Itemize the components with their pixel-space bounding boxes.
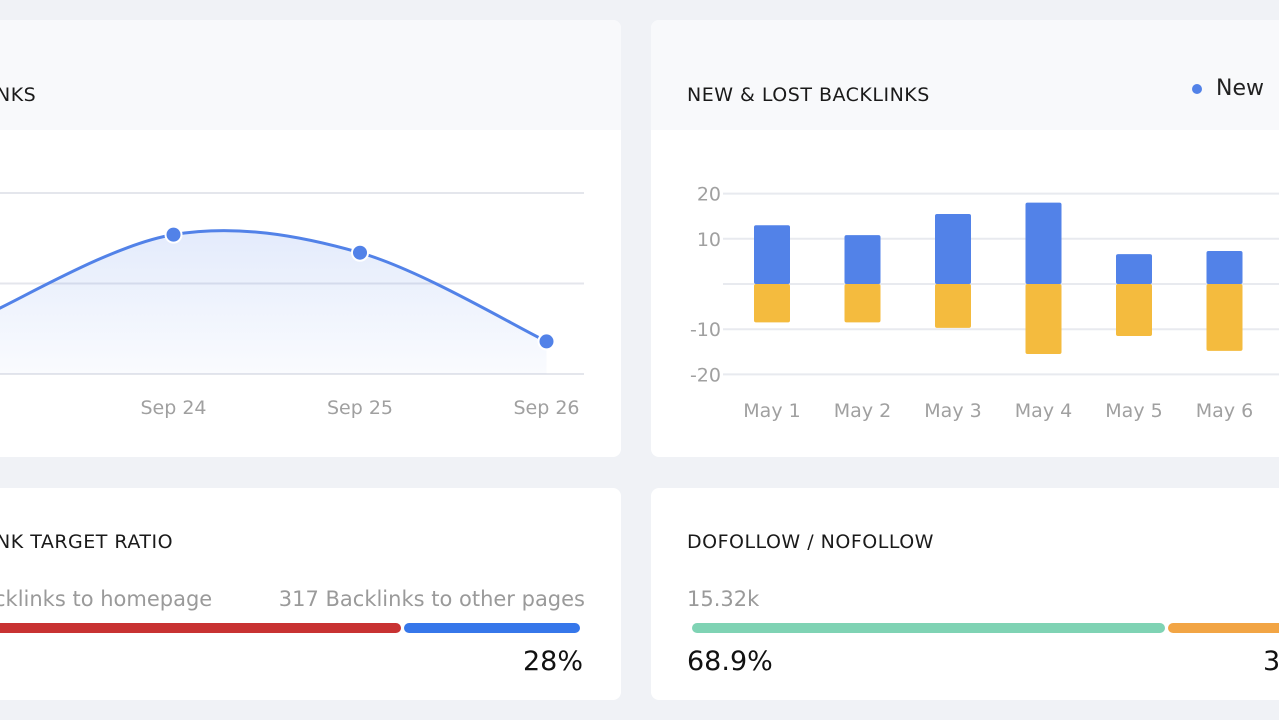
- homepage-backlinks-label: cklinks to homepage: [0, 587, 213, 611]
- y-tick-label: -10: [690, 319, 721, 341]
- card-header: [651, 20, 1279, 130]
- series-line: [0, 229, 548, 343]
- y-tick-label: 10: [697, 229, 721, 251]
- x-tick-label: May 5: [1105, 400, 1162, 422]
- x-tick-label: Sep 25: [327, 397, 393, 419]
- y-tick-label: 20: [697, 184, 721, 206]
- new-lost-backlinks-card: NEW & LOST BACKLINKS New 20 10 -10 -20 May 1…: [651, 20, 1279, 457]
- area-fill: [0, 230, 547, 374]
- bar-new: [1206, 251, 1243, 284]
- bar-lost: [844, 284, 881, 323]
- card-title: NEW & LOST BACKLINKS: [687, 84, 930, 106]
- x-tick-label: Sep 24: [140, 397, 206, 419]
- dofollow-bar: [692, 623, 1165, 633]
- other-pages-backlinks-label: 317 Backlinks to other pages: [278, 587, 585, 611]
- dofollow-nofollow-card: DOFOLLOW / NOFOLLOW 15.32k 68.9% 3: [651, 488, 1279, 700]
- link-target-ratio-card: NK TARGET RATIO cklinks to homepage 317 …: [0, 488, 621, 700]
- new-lost-bar-chart: 20 10 -10 -20 May 1 May 2 May 3 May 4 May 5 May 6: [690, 184, 1279, 422]
- bar-new: [1025, 202, 1062, 284]
- bar-lost: [754, 284, 790, 323]
- x-tick-label: May 2: [834, 400, 891, 422]
- card-header: [0, 20, 621, 130]
- card-title: DOFOLLOW / NOFOLLOW: [687, 531, 934, 553]
- x-tick-label: Sep 26: [513, 397, 579, 419]
- legend-dot-icon: [1192, 83, 1202, 94]
- bar-lost: [1116, 284, 1152, 336]
- bar-new: [1116, 254, 1152, 284]
- bar-new: [844, 235, 881, 284]
- card-title: NKS: [0, 84, 37, 106]
- legend-new[interactable]: New: [1192, 76, 1264, 101]
- dofollow-count: 15.32k: [687, 587, 760, 611]
- y-tick-label: -20: [690, 364, 721, 386]
- bar-lost: [935, 284, 971, 328]
- x-tick-label: May 4: [1015, 400, 1072, 422]
- nofollow-bar: [1168, 623, 1279, 633]
- other-pages-percent: 28%: [522, 646, 583, 677]
- card-title: NK TARGET RATIO: [0, 531, 174, 553]
- bar-new: [754, 225, 790, 284]
- other-pages-ratio-bar: [404, 623, 580, 633]
- bar-new: [935, 213, 971, 284]
- bar-lost: [1206, 284, 1243, 351]
- x-tick-label: May 1: [743, 400, 800, 422]
- homepage-ratio-bar: [0, 623, 401, 633]
- dofollow-percent: 68.9%: [687, 646, 773, 677]
- x-tick-label: May 6: [1196, 400, 1253, 422]
- data-point: [164, 225, 183, 244]
- data-point: [351, 243, 369, 262]
- x-tick-label: May 3: [924, 400, 981, 422]
- bar-lost: [1025, 284, 1062, 355]
- nofollow-percent: 3: [1263, 646, 1279, 677]
- data-point: [537, 332, 556, 351]
